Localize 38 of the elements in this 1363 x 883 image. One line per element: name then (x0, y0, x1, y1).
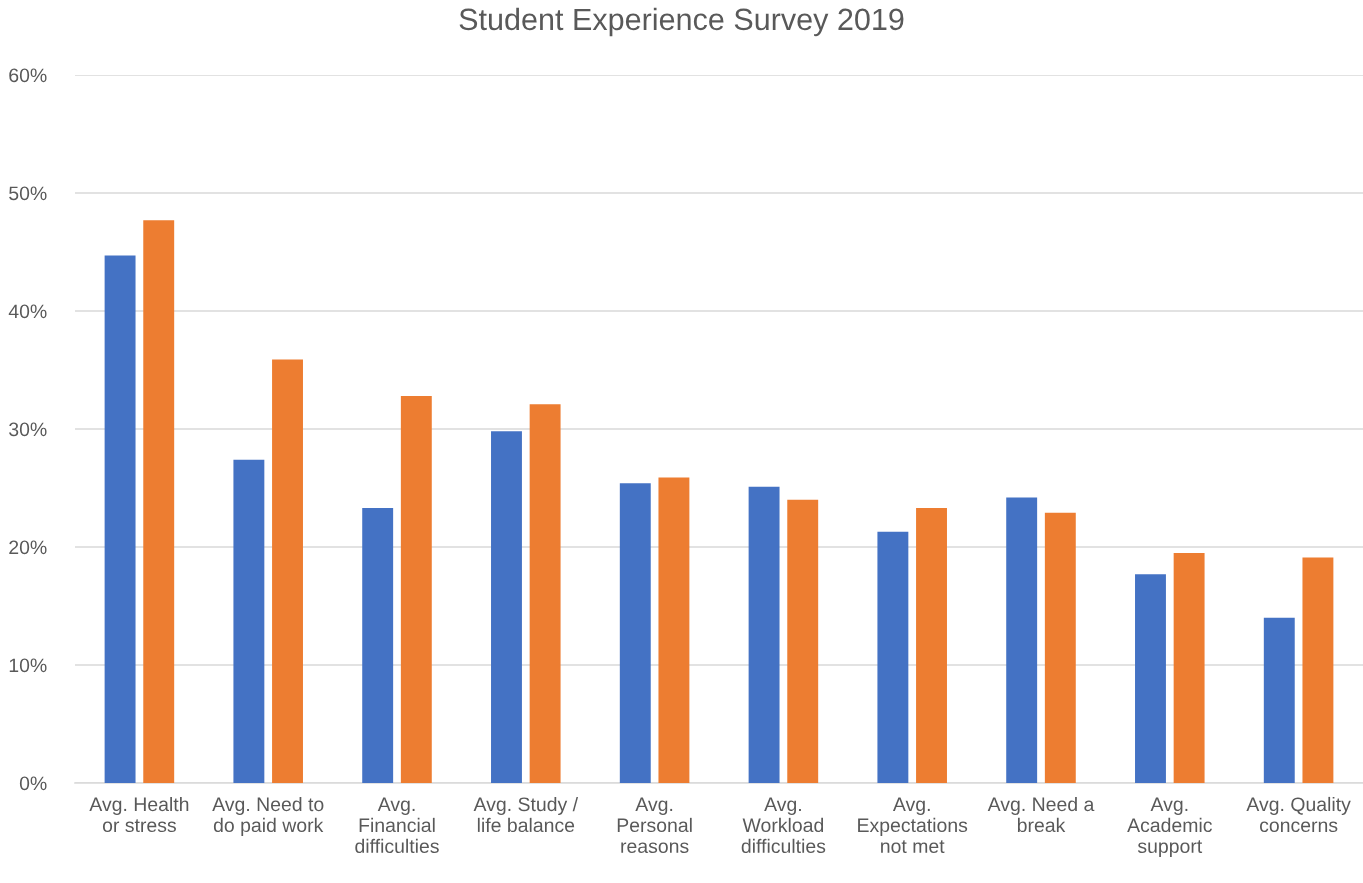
x-tick-label: Avg. Expectations not met (858, 797, 968, 854)
y-tick-label: 0% (19, 776, 47, 791)
bar (619, 483, 651, 783)
bar (1263, 617, 1295, 783)
bar (658, 477, 690, 783)
x-tick-label: Avg. Need a break (987, 796, 1095, 833)
bar (233, 459, 265, 783)
bar (916, 508, 947, 783)
bar (1006, 497, 1038, 783)
bar (1173, 552, 1205, 783)
y-tick-label: 10% (9, 658, 47, 673)
bar (491, 431, 522, 783)
bar (1135, 574, 1166, 783)
bar (104, 255, 136, 783)
x-tick-label: Avg. Study / life balance (473, 796, 579, 833)
bar (362, 508, 394, 783)
bar (272, 359, 303, 783)
bar (143, 220, 175, 783)
bar (787, 499, 819, 783)
bar (400, 395, 432, 783)
bar (529, 404, 561, 783)
y-tick-label: 60% (9, 68, 47, 83)
bar (877, 531, 909, 783)
x-tick-label: Avg. Workload difficulties (741, 797, 826, 854)
bar (1302, 557, 1334, 783)
y-tick-label: 50% (9, 186, 47, 201)
x-tick-label: Avg. Health or stress (89, 796, 189, 833)
bar (748, 486, 780, 783)
x-tick-label: Avg. Personal reasons (617, 797, 692, 854)
bar (1044, 512, 1076, 783)
y-tick-label: 40% (8, 304, 47, 319)
x-tick-label: Avg. Need to do paid work (212, 796, 324, 836)
y-tick-label: 30% (9, 422, 47, 437)
x-tick-label: Avg. Academic support (1127, 797, 1212, 857)
x-tick-label: Avg. Financial difficulties (355, 797, 439, 854)
y-tick-label: 20% (9, 540, 47, 555)
chart-title: Student Experience Survey 2019 (459, 7, 904, 37)
x-tick-label: Avg. Quality concerns (1246, 796, 1351, 833)
